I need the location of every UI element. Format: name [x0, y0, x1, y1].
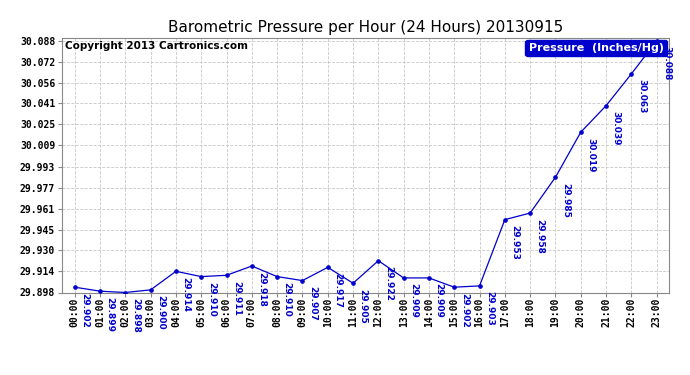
Line: Pressure  (Inches/Hg): Pressure (Inches/Hg): [73, 39, 658, 294]
Title: Barometric Pressure per Hour (24 Hours) 20130915: Barometric Pressure per Hour (24 Hours) …: [168, 20, 563, 35]
Pressure  (Inches/Hg): [602, 104, 610, 108]
Pressure  (Inches/Hg): [501, 217, 509, 222]
Pressure  (Inches/Hg): [551, 175, 560, 180]
Text: 29.918: 29.918: [257, 272, 266, 306]
Text: 30.019: 30.019: [586, 138, 595, 172]
Pressure  (Inches/Hg): [248, 264, 256, 268]
Pressure  (Inches/Hg): [577, 130, 585, 135]
Pressure  (Inches/Hg): [298, 278, 306, 283]
Pressure  (Inches/Hg): [273, 274, 282, 279]
Pressure  (Inches/Hg): [425, 276, 433, 280]
Text: 29.958: 29.958: [535, 219, 544, 254]
Text: 29.985: 29.985: [561, 183, 570, 218]
Text: 29.902: 29.902: [460, 293, 469, 327]
Pressure  (Inches/Hg): [172, 269, 180, 273]
Text: 29.898: 29.898: [131, 298, 140, 333]
Pressure  (Inches/Hg): [197, 274, 206, 279]
Text: 29.907: 29.907: [308, 286, 317, 321]
Text: 29.953: 29.953: [511, 225, 520, 260]
Text: 30.088: 30.088: [662, 46, 671, 81]
Pressure  (Inches/Hg): [526, 211, 534, 215]
Text: 29.902: 29.902: [80, 293, 89, 327]
Pressure  (Inches/Hg): [324, 265, 332, 270]
Text: 29.903: 29.903: [485, 291, 494, 326]
Pressure  (Inches/Hg): [475, 284, 484, 288]
Pressure  (Inches/Hg): [653, 39, 661, 43]
Pressure  (Inches/Hg): [222, 273, 230, 278]
Text: 29.922: 29.922: [384, 266, 393, 301]
Pressure  (Inches/Hg): [349, 281, 357, 285]
Pressure  (Inches/Hg): [400, 276, 408, 280]
Text: 30.063: 30.063: [637, 80, 646, 114]
Text: 29.914: 29.914: [181, 277, 190, 312]
Pressure  (Inches/Hg): [96, 289, 104, 293]
Text: 29.900: 29.900: [156, 296, 165, 330]
Pressure  (Inches/Hg): [450, 285, 458, 290]
Pressure  (Inches/Hg): [374, 258, 382, 263]
Pressure  (Inches/Hg): [146, 288, 155, 292]
Pressure  (Inches/Hg): [627, 72, 635, 76]
Legend: Pressure  (Inches/Hg): Pressure (Inches/Hg): [525, 40, 667, 56]
Text: 29.910: 29.910: [207, 282, 216, 317]
Text: Copyright 2013 Cartronics.com: Copyright 2013 Cartronics.com: [65, 41, 248, 51]
Text: 29.909: 29.909: [435, 284, 444, 318]
Text: 29.910: 29.910: [283, 282, 292, 317]
Pressure  (Inches/Hg): [121, 290, 130, 295]
Text: 30.039: 30.039: [611, 111, 620, 146]
Text: 29.905: 29.905: [359, 289, 368, 324]
Text: 29.899: 29.899: [106, 297, 115, 332]
Text: 29.909: 29.909: [409, 284, 418, 318]
Text: 29.917: 29.917: [333, 273, 342, 308]
Text: 29.911: 29.911: [232, 281, 241, 316]
Pressure  (Inches/Hg): [70, 285, 79, 290]
